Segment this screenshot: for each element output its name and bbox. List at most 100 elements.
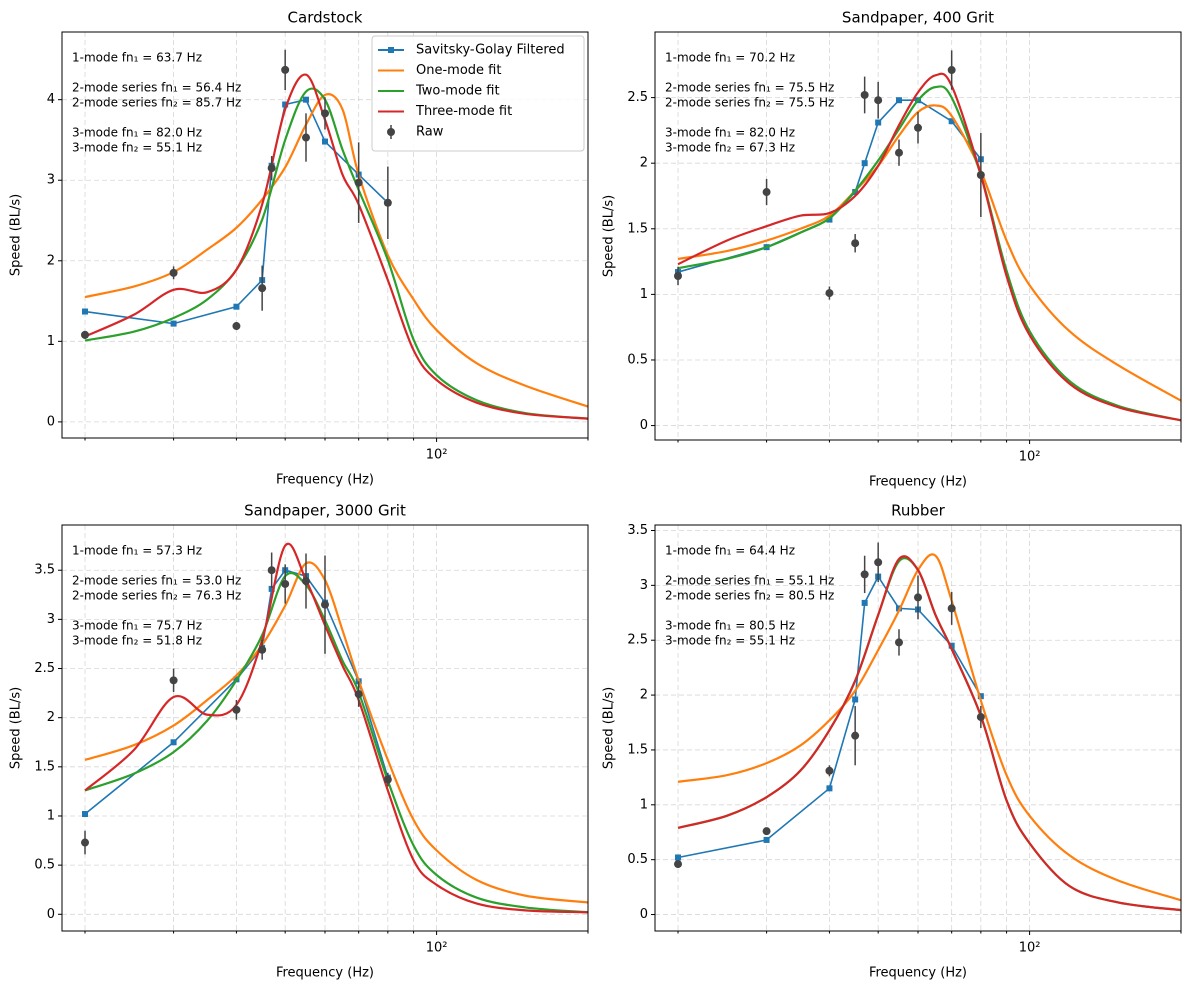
filtered-point [233,303,240,310]
filtered-point [861,160,868,167]
series-line [677,104,1181,402]
y-tick-label: 2 [47,253,55,268]
x-axis-label: Frequency (Hz) [869,475,967,490]
raw-point [947,66,956,75]
axes-frame [61,31,589,439]
annotation: 3-mode fn₂ = 51.8 Hz [72,634,202,648]
legend-label: Savitsky-Golay Filtered [416,43,565,58]
filtered-point [170,739,177,746]
y-tick-label: 3 [47,173,55,188]
raw-point [81,330,90,339]
raw-point [81,838,90,847]
axes-frame [654,524,1182,932]
annotation: 2-mode series fn₂ = 80.5 Hz [665,589,834,603]
filtered-point [977,693,984,700]
filtered-point [268,585,275,592]
y-tick-label: 2.5 [627,633,648,648]
x-tick-label: 10² [1019,450,1041,465]
raw-point [354,178,363,187]
annotation: 3-mode fn₁ = 82.0 Hz [72,126,202,140]
axes-frame [654,31,1182,441]
legend-box [371,35,585,152]
subplot-title: Rubber [891,502,946,520]
raw-point [354,690,363,699]
legend-swatch [387,128,395,136]
raw-point [321,109,329,118]
subplot: Rubber Frequency (Hz) Speed (BL/s) 0 0.5 1 1.5… [602,502,1182,981]
y-tick-label: 2.5 [34,661,55,676]
raw-point [674,272,683,281]
series-line [677,553,1181,902]
filtered-point [861,599,868,606]
series-line [84,569,389,815]
x-axis-label: Frequency (Hz) [276,473,374,488]
subplot: Sandpaper, 400 Grit Frequency (Hz) Speed (… [602,9,1182,490]
annotation: 3-mode fn₁ = 75.7 Hz [72,619,202,633]
filtered-point [948,642,955,649]
x-tick-label: 10² [426,448,448,463]
annotation: 2-mode series fn₁ = 55.1 Hz [665,574,834,588]
y-tick-label: 0.5 [34,858,55,873]
y-tick-label: 2.5 [627,90,648,105]
plot-area [674,542,1181,912]
annotation: 1-mode fn₁ = 57.3 Hz [72,544,202,558]
legend-label: Two-mode fit [415,84,500,99]
filtered-point [302,96,309,103]
filtered-point [852,696,859,703]
y-tick-label: 0.5 [627,852,648,867]
y-tick-label: 1 [47,334,55,349]
plot-area [81,49,588,420]
raw-point [874,558,883,567]
series-line [677,557,1181,912]
raw-point [947,604,956,613]
filtered-point [82,811,89,818]
plot-area [674,50,1181,422]
raw-point [825,766,834,775]
raw-point [169,268,178,277]
legend-label: Raw [416,125,444,140]
raw-point [762,827,771,836]
y-axis-label: Speed (BL/s) [9,687,24,769]
series-line [677,574,982,859]
y-tick-label: 0 [640,418,648,433]
y-tick-label: 2 [47,710,55,725]
raw-point [976,170,985,179]
raw-point [281,579,290,588]
y-tick-label: 3.5 [34,563,55,578]
series-line [677,72,1181,422]
y-tick-label: 1.5 [627,742,648,757]
y-tick-label: 2 [640,688,648,703]
legend-label: Three-mode fit [415,104,512,119]
legend-swatch [388,47,394,53]
filtered-point [826,785,833,792]
raw-point [894,638,903,647]
annotation: 2-mode series fn₂ = 76.3 Hz [72,589,241,603]
raw-point [169,676,178,685]
raw-point [914,593,922,602]
x-tick-label: 10² [426,941,448,956]
raw-point [976,713,985,722]
raw-point [258,645,267,654]
x-axis-label: Frequency (Hz) [869,966,967,981]
filtered-point [675,854,682,861]
filtered-point [948,118,955,125]
series-line [677,555,1181,912]
raw-point [762,188,771,197]
series-line [84,561,588,904]
series-line [677,85,1181,422]
y-tick-label: 0.5 [627,352,648,367]
raw-point [321,600,329,609]
y-tick-label: 3.5 [627,523,648,538]
raw-point [874,96,883,105]
annotation: 2-mode series fn₂ = 85.7 Hz [72,96,241,110]
subplot-title: Cardstock [288,9,363,27]
raw-point [383,775,392,784]
raw-point [674,860,683,869]
x-axis-label: Frequency (Hz) [276,966,374,981]
filtered-point [763,836,770,843]
subplot: Sandpaper, 3000 Grit Frequency (Hz) Speed … [9,502,589,981]
raw-point [914,123,922,132]
raw-point [267,164,276,173]
y-tick-label: 0 [47,414,55,429]
